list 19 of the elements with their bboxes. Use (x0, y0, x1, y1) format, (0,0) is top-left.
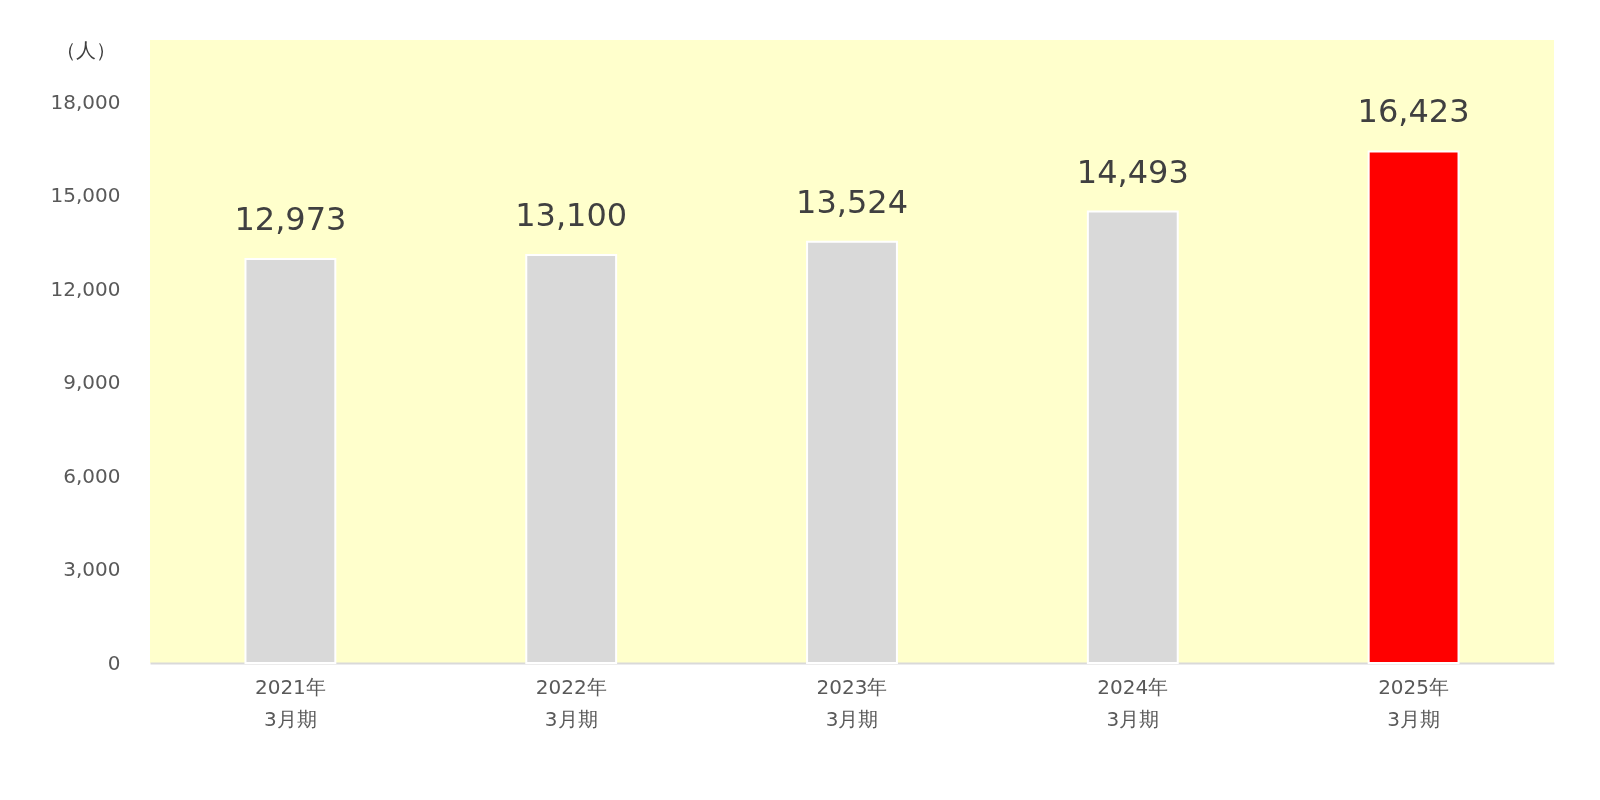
x-tick-label: 2022年 3月期 (535, 674, 607, 731)
y-axis-title: （人） (55, 37, 116, 62)
y-tick-label: 18,000 (50, 89, 121, 114)
x-tick-label: 2023年 3月期 (816, 674, 888, 731)
x-tick-label: 2024年 3月期 (1097, 674, 1169, 731)
y-tick-label: 6,000 (63, 463, 121, 488)
y-tick-label: 9,000 (63, 370, 121, 395)
y-tick-label: 12,000 (50, 276, 121, 301)
bar (1367, 150, 1460, 664)
data-label: 13,100 (515, 195, 628, 234)
y-tick-label: 3,000 (63, 557, 121, 582)
y-tick-label: 0 (107, 650, 121, 675)
x-tick-label: 2021年 3月期 (254, 674, 326, 731)
data-label: 16,423 (1357, 92, 1470, 131)
x-tick-label: 2025年 3月期 (1378, 674, 1450, 731)
data-label: 14,493 (1076, 152, 1189, 191)
data-label: 13,524 (796, 182, 908, 221)
y-tick-label: 15,000 (50, 183, 121, 208)
data-label: 12,973 (234, 199, 347, 238)
